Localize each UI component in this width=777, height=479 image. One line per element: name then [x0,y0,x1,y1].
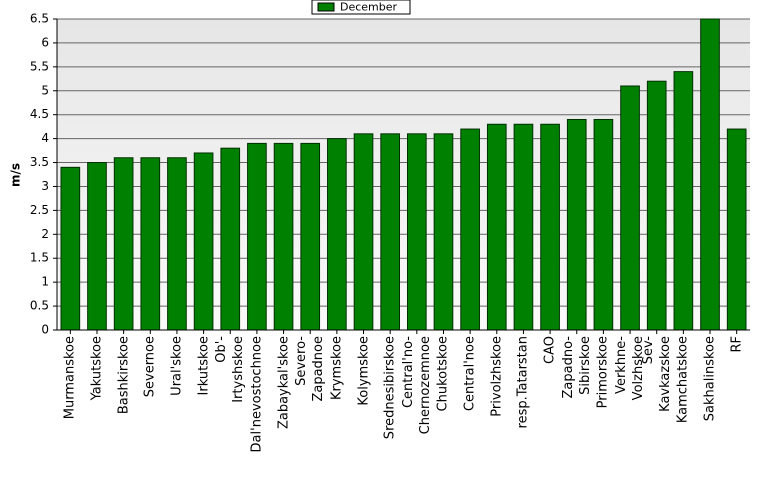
bar [593,118,614,331]
x-tick-label: Dal'nevostochnoe [249,336,265,453]
bar [460,128,480,331]
y-tick-label: 6 [41,35,49,49]
bar [113,157,134,331]
y-tick-label: 5.5 [30,59,49,73]
bar [247,142,267,331]
x-tick-label: Ural'skoe [169,336,185,396]
y-tick-label: 1.5 [30,251,49,265]
x-tick-label: Severo- Zapadnoe [294,336,327,402]
bar [646,80,667,331]
y-tick-label: 6.5 [30,12,49,26]
legend-label: December [340,1,398,14]
bar [300,142,321,331]
bar [406,133,427,331]
y-tick-label: 4.5 [30,107,49,121]
bar [513,123,534,331]
x-tick-label: Severnoe [142,336,158,398]
x-tick-label: RF [729,336,745,353]
bar [620,85,640,331]
bar [726,128,747,331]
bar [486,123,507,331]
x-tick-label: Primorskoe [595,336,611,409]
x-tick-label: Zabaykal'skoe [276,336,292,430]
bar [566,118,587,331]
legend-swatch [317,2,335,12]
x-tick-label: Central'no- Chernozemnoe [400,336,433,435]
legend [311,0,411,15]
x-tick-label: Sakhalinskoe [702,336,718,422]
bar [220,147,241,331]
bar [700,18,720,331]
x-tick-label: Ob'- Irtyshskoe [214,336,247,403]
bar [353,133,374,331]
x-tick-label: Srednesibirskoe [382,336,398,440]
x-tick-label: Central'noe [462,336,478,412]
bar [540,123,560,331]
bar [140,157,161,331]
x-tick-label: resp.Tatarstan [515,336,531,429]
x-tick-label: Zapadno- Sibirskoe [560,336,593,399]
x-tick-label: Chukotskoe [435,336,451,412]
bar [433,133,454,331]
x-tick-label: Irkutskoe [196,336,212,396]
bar [273,142,294,331]
x-tick-label: Krymskoe [329,336,345,401]
bar [60,166,81,331]
x-tick-label: Bashkirskoe [116,336,132,415]
y-tick-label: 3 [41,179,49,193]
y-tick-label: 4 [41,131,49,145]
bar [673,71,694,331]
y-tick-label: 2 [41,227,49,241]
x-tick-label: Kolymskoe [356,336,372,406]
x-tick-label: Kamchatskoe [675,336,691,424]
bar [380,133,401,331]
y-tick-label: 2.5 [30,203,49,217]
y-tick-label: 3.5 [30,155,49,169]
y-tick-label: 0.5 [30,299,49,313]
x-tick-label: Privolzhskoe [489,336,505,417]
plot-area [57,19,750,330]
y-tick-label: 5 [41,83,49,97]
x-tick-label: CAO [542,336,558,364]
y-tick-label: 1 [41,275,49,289]
bar [87,162,107,331]
bar [193,152,214,331]
x-tick-label: Sev- Kavkazskoe [640,336,673,412]
y-axis-label: m/s [9,163,23,187]
x-tick-label: Yakutskoe [89,336,105,401]
x-tick-label: Murmanskoe [62,336,78,420]
bar [327,138,347,331]
bar [167,157,187,331]
y-tick-label: 0 [41,323,49,337]
